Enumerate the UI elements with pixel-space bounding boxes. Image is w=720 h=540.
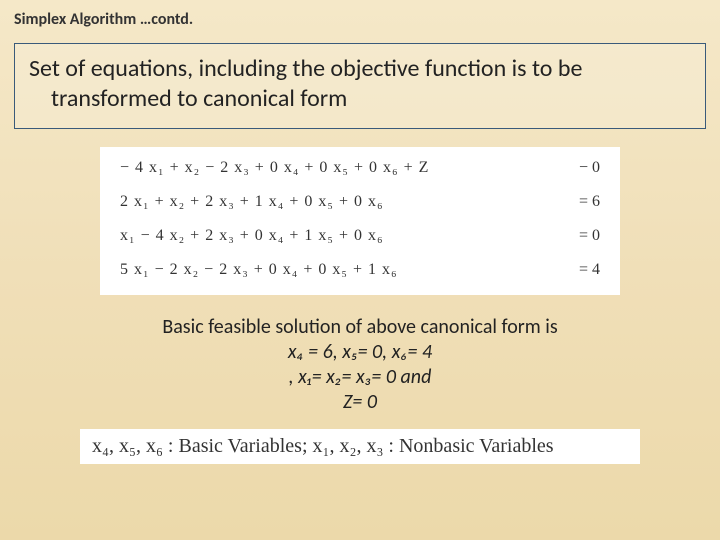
equation-left: − 4 x₁ + x₂ − 2 x₃ + 0 x₄ + 0 x₅ + 0 x₆ … <box>120 159 429 177</box>
variables-strip: x₄, x₅, x₆ : Basic Variables; x₁, x₂, x₃… <box>80 429 640 464</box>
slide-title: Simplex Algorithm …contd. <box>0 0 720 35</box>
equation-right: = 0 <box>559 227 600 245</box>
equation-left: x₁ − 4 x₂ + 2 x₃ + 0 x₄ + 1 x₅ + 0 x₆ <box>120 227 384 245</box>
variables-text: x₄, x₅, x₆ : Basic Variables; x₁, x₂, x₃… <box>92 435 554 457</box>
intro-line1: Set of equations, including the objectiv… <box>29 54 582 83</box>
equation-right: = 6 <box>559 193 600 211</box>
solution-line1: Basic feasible solution of above canonic… <box>40 315 680 340</box>
equation-row: 5 x₁ − 2 x₂ − 2 x₃ + 0 x₄ + 0 x₅ + 1 x₆ … <box>120 261 600 279</box>
equation-left: 5 x₁ − 2 x₂ − 2 x₃ + 0 x₄ + 0 x₅ + 1 x₆ <box>120 261 398 279</box>
equation-row: 2 x₁ + x₂ + 2 x₃ + 1 x₄ + 0 x₅ + 0 x₆ = … <box>120 193 600 211</box>
equation-right: = 4 <box>559 261 600 279</box>
solution-block: Basic feasible solution of above canonic… <box>40 315 680 415</box>
intro-text: Set of equations, including the objectiv… <box>29 54 691 114</box>
solution-line3: , x₁= x₂= x₃= 0 and <box>40 365 680 390</box>
intro-box: Set of equations, including the objectiv… <box>14 43 706 129</box>
equation-row: − 4 x₁ + x₂ − 2 x₃ + 0 x₄ + 0 x₅ + 0 x₆ … <box>120 159 600 177</box>
solution-line2: x₄ = 6, x₅= 0, x₆= 4 <box>40 340 680 365</box>
intro-line2: transformed to canonical form <box>29 84 691 114</box>
equation-right: − 0 <box>559 159 600 177</box>
equations-panel: − 4 x₁ + x₂ − 2 x₃ + 0 x₄ + 0 x₅ + 0 x₆ … <box>100 147 620 295</box>
equation-row: x₁ − 4 x₂ + 2 x₃ + 0 x₄ + 1 x₅ + 0 x₆ = … <box>120 227 600 245</box>
equation-left: 2 x₁ + x₂ + 2 x₃ + 1 x₄ + 0 x₅ + 0 x₆ <box>120 193 384 211</box>
solution-line4: Z= 0 <box>40 390 680 415</box>
